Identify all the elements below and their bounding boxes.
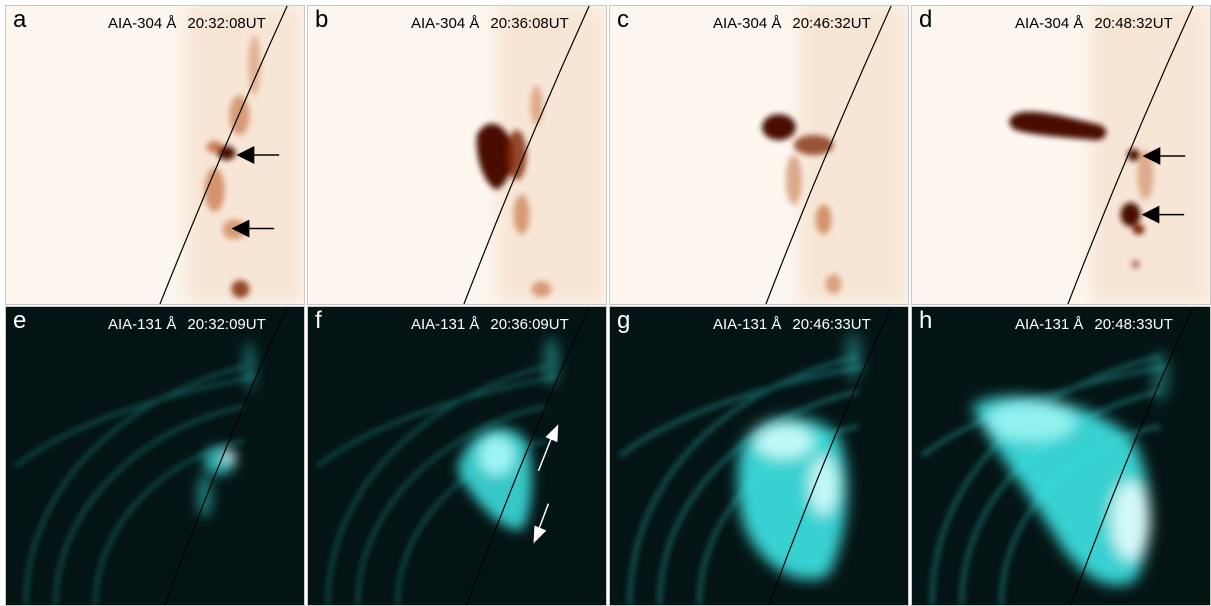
channel-label: AIA-304 Å <box>108 15 177 32</box>
panel-letter: e <box>13 307 27 334</box>
panel-caption: AIA-131 Å 20:32:09UT <box>108 316 266 334</box>
solar-limb-line <box>164 307 288 605</box>
aia304-image <box>6 6 304 304</box>
arrow-icon <box>231 219 275 238</box>
arrow-icon <box>1141 205 1185 224</box>
aia131-image <box>6 307 304 605</box>
solar-limb-line <box>159 6 288 304</box>
timestamp-label: 20:32:09UT <box>187 316 266 333</box>
panel-h: h AIA-131 Å 20:48:33UT <box>911 306 1211 606</box>
aia304-image <box>610 6 908 304</box>
solar-limb-line <box>463 6 590 304</box>
aia304-image <box>308 6 606 304</box>
panel-letter: a <box>13 6 27 33</box>
panel-a: a AIA-304 Å 20:32:08UT <box>5 5 305 305</box>
panel-letter: c <box>617 6 629 33</box>
panel-letter: g <box>617 307 631 334</box>
solar-limb-line <box>1070 307 1194 605</box>
panel-caption: AIA-304 Å 20:48:32UT <box>1015 15 1173 33</box>
prominence-emission <box>761 114 842 295</box>
channel-label: AIA-131 Å <box>411 316 480 333</box>
panel-caption: AIA-304 Å 20:46:32UT <box>713 15 871 33</box>
coronal-loops <box>316 364 557 605</box>
panel-d: d AIA-304 Å 20:48:32UT <box>911 5 1211 305</box>
timestamp-label: 20:46:33UT <box>792 316 871 333</box>
aia304-image <box>912 6 1210 304</box>
solar-limb-line <box>765 6 892 304</box>
panel-caption: AIA-304 Å 20:32:08UT <box>108 15 266 33</box>
arrow-icon <box>236 146 280 164</box>
channel-label: AIA-131 Å <box>108 316 177 333</box>
flare-emission <box>196 341 256 518</box>
timestamp-label: 20:36:09UT <box>490 316 569 333</box>
panel-letter: b <box>315 6 329 33</box>
solar-limb-line <box>1067 6 1194 304</box>
timestamp-label: 20:32:08UT <box>187 15 266 32</box>
aia131-image <box>610 307 908 605</box>
prominence-emission <box>1009 111 1154 269</box>
channel-label: AIA-304 Å <box>411 15 480 32</box>
flare-emission <box>971 351 1169 586</box>
timestamp-label: 20:48:32UT <box>1094 15 1173 32</box>
panel-g: g AIA-131 Å 20:46:33UT <box>609 306 909 606</box>
channel-label: AIA-131 Å <box>713 316 782 333</box>
panel-caption: AIA-131 Å 20:46:33UT <box>713 316 871 334</box>
panel-caption: AIA-131 Å 20:48:33UT <box>1015 316 1173 334</box>
arrow-icon <box>1142 147 1186 165</box>
aia131-image <box>308 307 606 605</box>
panel-f: f AIA-131 Å 20:36:09UT <box>307 306 607 606</box>
panel-b: b AIA-304 Å 20:36:08UT <box>307 5 607 305</box>
channel-label: AIA-304 Å <box>713 15 782 32</box>
arrow-icon <box>533 503 550 544</box>
panel-letter: f <box>315 307 322 334</box>
timestamp-label: 20:46:32UT <box>792 15 871 32</box>
prominence-emission <box>476 85 552 298</box>
panel-letter: d <box>919 6 933 33</box>
channel-label: AIA-304 Å <box>1015 15 1084 32</box>
aia131-image <box>912 307 1210 605</box>
solar-limb-line <box>466 307 590 605</box>
panel-e: e AIA-131 Å 20:32:09UT <box>5 306 305 606</box>
panel-caption: AIA-304 Å 20:36:08UT <box>411 15 569 33</box>
flare-emission <box>457 336 560 531</box>
timestamp-label: 20:36:08UT <box>490 15 569 32</box>
solar-limb-line <box>768 307 892 605</box>
panel-letter: h <box>919 307 933 334</box>
timestamp-label: 20:48:33UT <box>1094 316 1173 333</box>
channel-label: AIA-131 Å <box>1015 316 1084 333</box>
panel-c: c AIA-304 Å 20:46:32UT <box>609 5 909 305</box>
arrow-icon <box>537 424 559 472</box>
flare-emission <box>737 331 862 580</box>
panel-caption: AIA-131 Å 20:36:09UT <box>411 316 569 334</box>
